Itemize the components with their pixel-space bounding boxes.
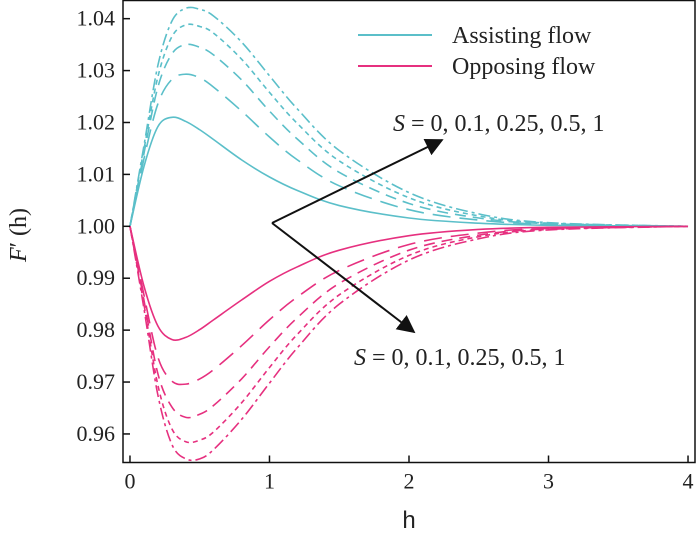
x-tick-label: 3 [543, 469, 554, 494]
series-group [129, 6, 689, 462]
x-tick-label: 2 [404, 469, 415, 494]
annotation-opposing: S = 0, 0.1, 0.25, 0.5, 1 [354, 345, 566, 371]
y-tick-label: 1.00 [77, 213, 116, 238]
y-tick-label: 0.98 [77, 317, 116, 342]
y-tick-label: 0.97 [77, 369, 116, 394]
series-line-assisting-s0p1 [129, 73, 689, 228]
series-line-assisting-s1 [129, 6, 689, 228]
plot-frame [122, 0, 696, 464]
y-axis-title: F′ (h) [6, 208, 32, 263]
series-line-opposing-s0p1 [129, 225, 689, 386]
x-tick-label: 0 [124, 469, 135, 494]
series-line-assisting-s0p5 [129, 23, 689, 228]
series-line-opposing-s0 [129, 225, 689, 341]
series-line-opposing-s0p25 [129, 225, 689, 419]
series-line-opposing-s0p5 [129, 225, 689, 444]
series-line-assisting-s0p25 [129, 43, 689, 228]
y-tick-label: 1.03 [77, 58, 116, 83]
y-tick-label: 0.99 [77, 265, 116, 290]
legend-label-opposing: Opposing flow [452, 54, 596, 80]
legend-label-assisting: Assisting flow [452, 23, 592, 49]
arrow-assisting [271, 139, 444, 224]
y-tick-label: 1.04 [77, 6, 116, 31]
annotation-arrows [271, 139, 444, 334]
arrow-opposing [271, 222, 416, 334]
ticks-group: 0 1 2 3 4 0.96 0.97 0.98 0.99 1.00 1.01 1.02 1.03 1.0… [77, 6, 694, 494]
y-tick-label: 1.01 [77, 161, 116, 186]
legend: Assisting flow Opposing flow [358, 23, 596, 80]
annotation-assisting: S = 0, 0.1, 0.25, 0.5, 1 [393, 111, 605, 137]
series-line-assisting-s0 [129, 116, 689, 228]
x-tick-label: 1 [264, 469, 275, 494]
y-tick-label: 1.02 [77, 109, 116, 134]
x-axis-title: h [402, 507, 415, 534]
y-tick-label: 0.96 [77, 421, 116, 446]
x-tick-label: 4 [683, 469, 694, 494]
series-line-opposing-s1 [129, 225, 689, 462]
